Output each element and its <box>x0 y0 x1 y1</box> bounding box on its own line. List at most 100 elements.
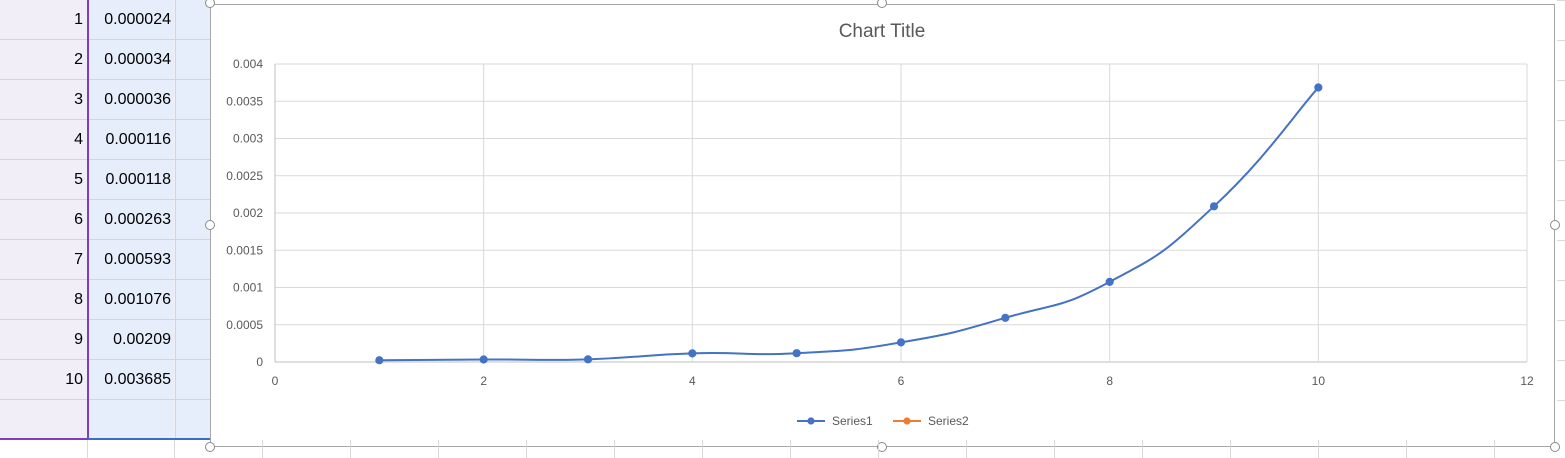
chart-resize-handle-bottom-middle[interactable] <box>877 442 887 452</box>
row-divider <box>1557 240 1565 241</box>
column-divider <box>614 440 615 458</box>
data-point[interactable] <box>375 356 384 365</box>
cell-empty[interactable] <box>175 320 210 359</box>
chart-resize-handle-top-left[interactable] <box>205 0 215 8</box>
y-tick-label: 0.001 <box>233 281 263 295</box>
data-point[interactable] <box>1001 313 1010 322</box>
cell-x-value[interactable]: 5 <box>74 170 83 188</box>
data-point[interactable] <box>1209 202 1219 211</box>
cell-empty[interactable] <box>175 280 210 319</box>
cell-y-value[interactable]: 0.001076 <box>88 280 174 319</box>
data-point[interactable] <box>896 338 906 347</box>
chart-area[interactable]: Chart Title 0 0.0005 0.001 0.0015 0.002 0.002… <box>210 4 1555 447</box>
cell-empty[interactable] <box>175 40 210 79</box>
plot-series[interactable] <box>375 83 1323 365</box>
cell-x-value[interactable]: 10 <box>65 370 83 388</box>
column-divider <box>966 440 967 458</box>
cell-y-value[interactable]: 0.00209 <box>88 320 174 359</box>
legend-label[interactable]: Series2 <box>928 414 969 428</box>
cell-empty[interactable] <box>175 80 210 119</box>
cell-y-value[interactable]: 0.000263 <box>88 200 174 239</box>
chart-svg: Chart Title 0 0.0005 0.001 0.0015 0.002 0.002… <box>226 21 1534 428</box>
column-divider <box>1054 440 1055 458</box>
x-tick-label: 0 <box>272 374 279 388</box>
table-row: 5 0.000118 <box>0 160 210 200</box>
cell-x-value[interactable]: 6 <box>74 210 83 228</box>
y-tick-label: 0.0005 <box>226 318 263 332</box>
cell-empty[interactable] <box>175 240 210 279</box>
x-tick-label: 4 <box>689 374 696 388</box>
row-divider <box>1557 0 1565 1</box>
cell-x-value[interactable]: 4 <box>74 130 83 148</box>
data-point[interactable] <box>479 355 488 364</box>
x-tick-label: 6 <box>898 374 905 388</box>
cell-x-value[interactable]: 9 <box>74 330 83 348</box>
cell-x-value[interactable]: 3 <box>74 90 83 108</box>
data-point[interactable] <box>1314 83 1323 92</box>
cell-empty[interactable] <box>175 200 210 239</box>
row-divider <box>1557 360 1565 361</box>
column-divider <box>87 440 88 458</box>
row-divider <box>1557 200 1565 201</box>
data-point[interactable] <box>792 349 801 358</box>
cell-empty[interactable] <box>175 120 210 159</box>
y-tick-label: 0.003 <box>233 132 263 146</box>
legend-marker <box>807 417 815 425</box>
y-axis-tick-labels[interactable]: 0 0.0005 0.001 0.0015 0.002 0.0025 0.003 0.0035… <box>226 57 263 369</box>
column-divider <box>262 440 263 458</box>
cell-empty[interactable] <box>175 160 210 199</box>
cell-x-value[interactable] <box>0 400 87 439</box>
cell-y-value[interactable]: 0.000116 <box>88 120 174 159</box>
data-point[interactable] <box>1105 277 1114 286</box>
table-row: 7 0.000593 <box>0 240 210 280</box>
cell-y-value[interactable]: 0.000118 <box>88 160 174 199</box>
x-axis-tick-labels[interactable]: 0 2 4 6 8 10 12 <box>272 374 1534 388</box>
y-tick-label: 0.0025 <box>226 169 263 183</box>
y-tick-label: 0 <box>256 355 263 369</box>
y-tick-label: 0.004 <box>233 57 263 71</box>
y-tick-label: 0.002 <box>233 206 263 220</box>
column-divider <box>1406 440 1407 458</box>
selection-bottom-border <box>0 438 88 440</box>
data-point[interactable] <box>688 349 697 358</box>
series-line[interactable] <box>379 86 1320 362</box>
table-row: 1 0.000024 <box>0 0 210 40</box>
chart-resize-handle-middle-right[interactable] <box>1550 220 1560 230</box>
cell-empty[interactable] <box>175 0 210 39</box>
row-divider <box>1557 320 1565 321</box>
cell-x-value[interactable]: 2 <box>74 50 83 68</box>
x-tick-label: 12 <box>1520 374 1534 388</box>
cell-y-value[interactable]: 0.000593 <box>88 240 174 279</box>
column-divider <box>350 440 351 458</box>
cell-empty[interactable] <box>175 400 210 439</box>
row-divider <box>1557 80 1565 81</box>
cell-y-value[interactable]: 0.000024 <box>88 0 174 39</box>
cell-y-value[interactable]: 0.000034 <box>88 40 174 79</box>
column-selection-border <box>87 0 89 440</box>
chart-resize-handle-bottom-left[interactable] <box>205 442 215 452</box>
cell-y-value[interactable]: 0.000036 <box>88 80 174 119</box>
chart-resize-handle-top-middle[interactable] <box>877 0 887 8</box>
column-divider <box>878 440 879 458</box>
chart-title[interactable]: Chart Title <box>839 21 926 42</box>
cell-empty[interactable] <box>175 360 210 399</box>
y-tick-label: 0.0035 <box>226 94 263 108</box>
row-divider <box>1557 400 1565 401</box>
cell-x-value[interactable]: 7 <box>74 250 83 268</box>
legend-label[interactable]: Series1 <box>832 414 873 428</box>
cell-y-value[interactable] <box>88 400 174 439</box>
chart-resize-handle-middle-left[interactable] <box>205 220 215 230</box>
chart-resize-handle-bottom-right[interactable] <box>1550 442 1560 452</box>
column-divider <box>526 440 527 458</box>
cell-y-value[interactable]: 0.003685 <box>88 360 174 399</box>
x-tick-label: 10 <box>1312 374 1326 388</box>
table-row: 2 0.000034 <box>0 40 210 80</box>
column-divider <box>1318 440 1319 458</box>
cell-x-value[interactable]: 1 <box>74 10 83 28</box>
table-row <box>0 400 210 440</box>
cell-x-value[interactable]: 8 <box>74 290 83 308</box>
x-tick-label: 8 <box>1106 374 1113 388</box>
chart-legend[interactable]: Series1 Series2 <box>797 414 969 428</box>
data-point[interactable] <box>583 355 593 364</box>
legend-marker <box>903 417 911 425</box>
